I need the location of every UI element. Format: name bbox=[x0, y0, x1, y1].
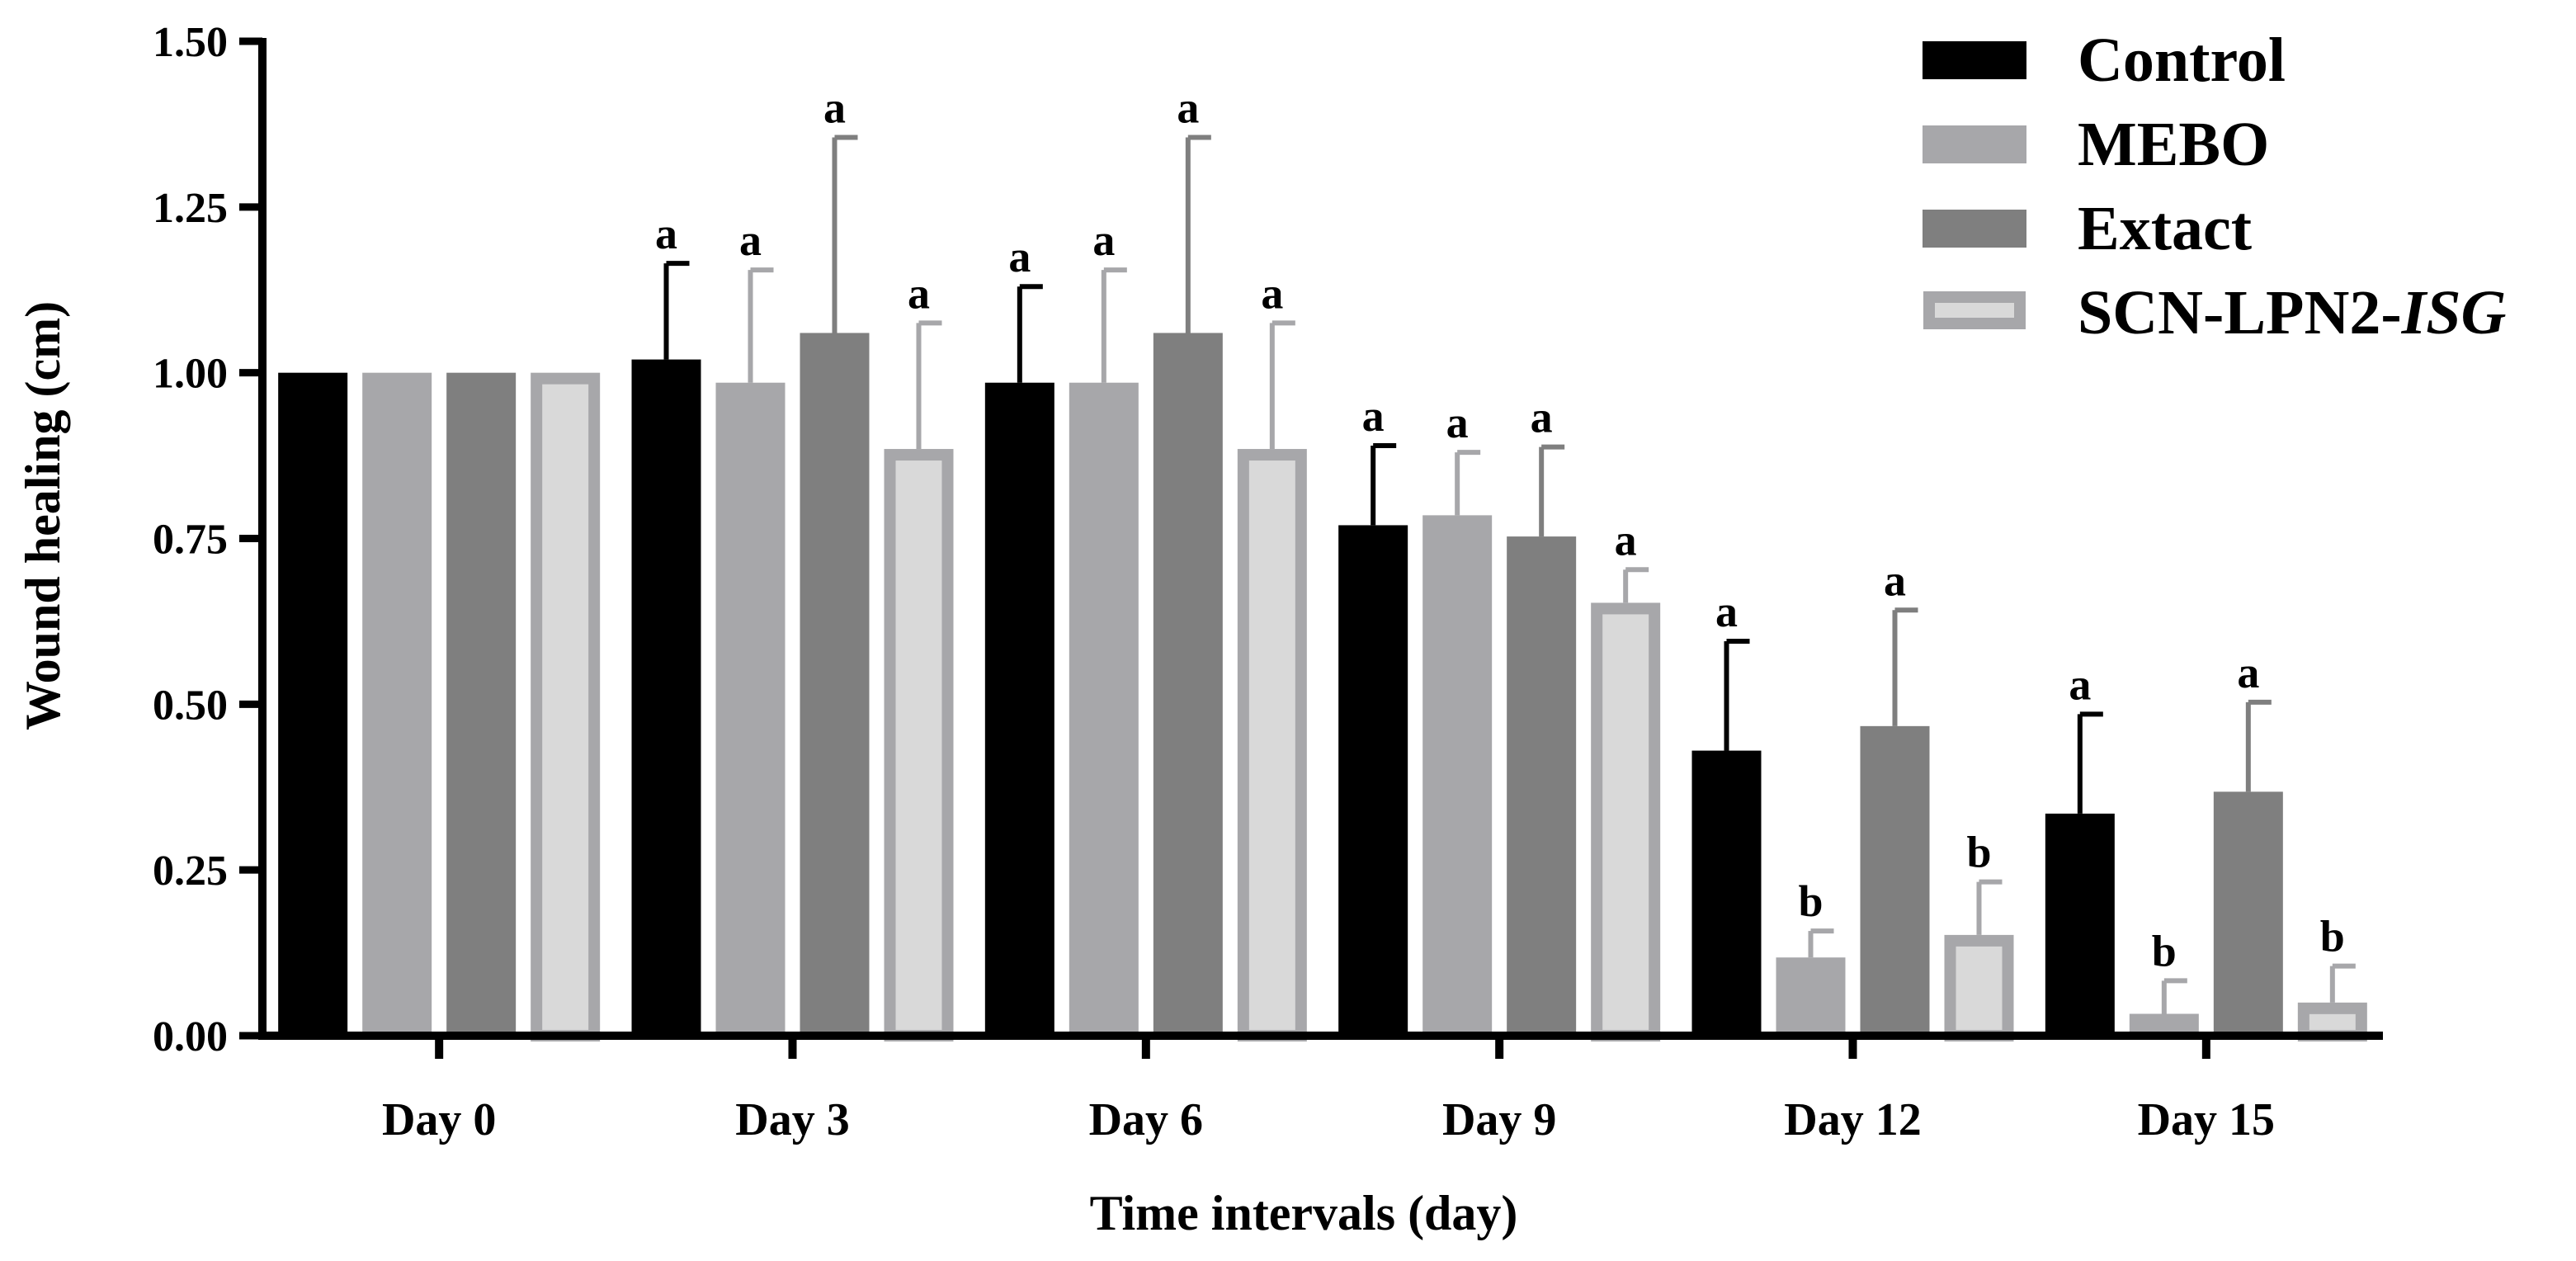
sig-label-mebo-day-3: a bbox=[739, 215, 762, 265]
bar-scn-lpn2-isg-day-3 bbox=[884, 449, 954, 1041]
bar-scn-lpn2-isg-day-0 bbox=[531, 372, 601, 1041]
x-axis-title: Time intervals (day) bbox=[1090, 1186, 1518, 1240]
y-tick-label: 0.75 bbox=[153, 517, 228, 564]
sig-label-scn-lpn2-isg-day-3: a bbox=[908, 268, 930, 318]
bar-scn-lpn2-isg-day-12 bbox=[1944, 934, 2014, 1041]
bar-control-day-0 bbox=[278, 372, 348, 1037]
x-tick-label: Day 12 bbox=[1784, 1094, 1921, 1145]
bar-control-day-15 bbox=[2045, 813, 2115, 1036]
sig-label-extact-day-12: a bbox=[1884, 555, 1906, 605]
bar-control-day-9 bbox=[1338, 525, 1408, 1036]
bar-scn-lpn2-isg-day-6 bbox=[1237, 449, 1307, 1041]
sig-label-mebo-day-9: a bbox=[1446, 398, 1469, 447]
sig-label-control-day-9: a bbox=[1362, 391, 1385, 441]
legend-swatch-extact bbox=[1923, 210, 2026, 248]
bar-extact-day-15 bbox=[2213, 791, 2283, 1036]
sig-label-control-day-15: a bbox=[2069, 659, 2091, 709]
bar-control-day-12 bbox=[1691, 750, 1762, 1036]
legend-entry-extact: Extact bbox=[1923, 194, 2252, 263]
bar-mebo-day-0 bbox=[362, 372, 432, 1037]
legend-label-extact: Extact bbox=[2078, 194, 2252, 263]
x-tick-label: Day 3 bbox=[735, 1094, 849, 1145]
x-tick-label: Day 15 bbox=[2138, 1094, 2275, 1145]
sig-label-mebo-day-6: a bbox=[1092, 215, 1115, 265]
legend-entry-control: Control bbox=[1923, 26, 2286, 95]
y-tick-label: 0.00 bbox=[153, 1013, 228, 1060]
sig-label-control-day-6: a bbox=[1008, 232, 1031, 281]
axes: Day 0 Day 3 Day 6 Day 9 Day 12 Day 15 0.00 0.25… bbox=[153, 19, 2383, 1145]
legend-swatch-mebo bbox=[1923, 125, 2026, 163]
bar-mebo-day-9 bbox=[1422, 515, 1493, 1036]
bar-extact-day-3 bbox=[800, 333, 870, 1036]
bar-extact-day-12 bbox=[1860, 725, 1930, 1036]
x-tick-label: Day 0 bbox=[382, 1094, 496, 1145]
legend-swatch-scn-lpn2-isg bbox=[1923, 291, 2026, 329]
sig-label-control-day-12: a bbox=[1715, 587, 1738, 636]
bars bbox=[278, 333, 2367, 1042]
sig-label-control-day-3: a bbox=[655, 209, 677, 258]
y-axis-title: Wound healing (cm) bbox=[16, 301, 70, 730]
sig-label-extact-day-15: a bbox=[2237, 648, 2259, 697]
sig-label-scn-lpn2-isg-day-6: a bbox=[1261, 268, 1283, 318]
bar-extact-day-9 bbox=[1507, 536, 1577, 1036]
bar-scn-lpn2-isg-day-15 bbox=[2297, 1002, 2367, 1042]
y-tick-label: 1.25 bbox=[153, 185, 228, 232]
sig-label-scn-lpn2-isg-day-15: b bbox=[2320, 912, 2345, 961]
y-tick-label: 1.00 bbox=[153, 351, 228, 398]
x-tick-label: Day 9 bbox=[1442, 1094, 1556, 1145]
sig-label-scn-lpn2-isg-day-9: a bbox=[1615, 515, 1637, 564]
legend-label-mebo: MEBO bbox=[2078, 110, 2269, 179]
error-bars bbox=[663, 135, 2356, 1014]
legend-label-control: Control bbox=[2078, 26, 2286, 95]
y-tick-label: 0.50 bbox=[153, 682, 228, 729]
y-tick-label: 1.50 bbox=[153, 19, 228, 66]
bar-mebo-day-6 bbox=[1069, 382, 1139, 1036]
legend-entry-mebo: MEBO bbox=[1923, 110, 2269, 179]
sig-label-extact-day-3: a bbox=[823, 83, 846, 132]
sig-label-scn-lpn2-isg-day-12: b bbox=[1966, 828, 1991, 877]
bar-control-day-6 bbox=[984, 382, 1054, 1036]
sig-label-extact-day-6: a bbox=[1177, 83, 1199, 132]
sig-label-extact-day-9: a bbox=[1531, 393, 1553, 442]
legend: Control MEBO Extact SCN-LPN2-ISG bbox=[1923, 26, 2507, 347]
legend-swatch-control bbox=[1923, 41, 2026, 79]
legend-label-scn-lpn2-main: SCN-LPN2- bbox=[2078, 278, 2402, 347]
y-tick-label: 0.25 bbox=[153, 848, 228, 895]
significance-labels: a a a a a a a a a a a a a b a b a b a b bbox=[655, 83, 2345, 975]
bar-scn-lpn2-isg-day-9 bbox=[1591, 602, 1661, 1041]
legend-label-scn-lpn2-italic: ISG bbox=[2401, 278, 2507, 347]
x-tick-label: Day 6 bbox=[1089, 1094, 1203, 1145]
bar-mebo-day-3 bbox=[715, 382, 786, 1036]
legend-label-scn-lpn2-isg: SCN-LPN2-ISG bbox=[2078, 278, 2507, 347]
sig-label-mebo-day-12: b bbox=[1798, 876, 1823, 926]
bar-mebo-day-12 bbox=[1776, 957, 1846, 1036]
bar-extact-day-6 bbox=[1153, 333, 1223, 1036]
sig-label-mebo-day-15: b bbox=[2152, 926, 2177, 975]
bar-control-day-3 bbox=[631, 359, 701, 1037]
bar-extact-day-0 bbox=[446, 372, 517, 1037]
legend-entry-scn-lpn2-isg: SCN-LPN2-ISG bbox=[1923, 278, 2507, 347]
